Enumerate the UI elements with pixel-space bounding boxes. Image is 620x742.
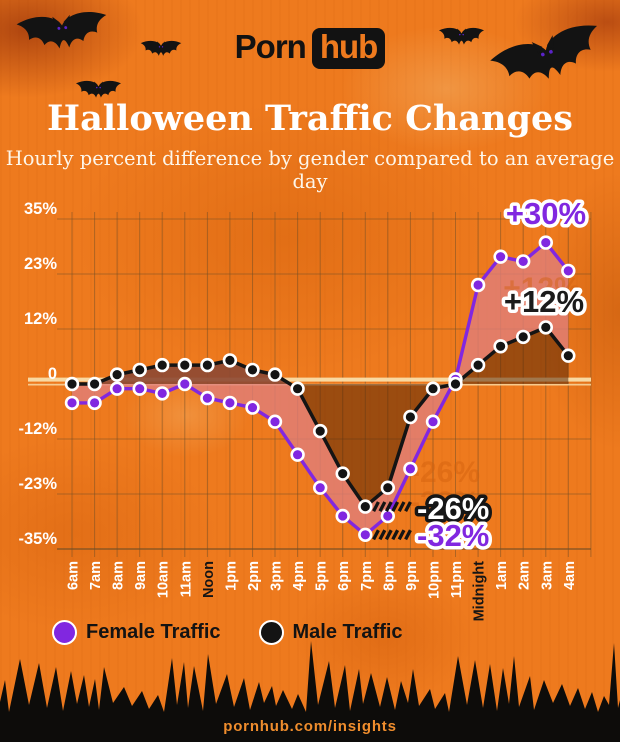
svg-text:-26%: -26% [410, 456, 480, 489]
svg-text:-35%: -35% [18, 530, 57, 548]
svg-text:11pm: 11pm [449, 561, 465, 598]
male-data-points [64, 320, 576, 514]
svg-text:4pm: 4pm [291, 561, 307, 591]
annotation-ghosts: +12% -26%-32% [410, 272, 581, 519]
svg-text:10am: 10am [156, 561, 172, 598]
legend-label-male: Male Traffic [292, 621, 403, 643]
legend-item-male: Male Traffic [258, 620, 403, 645]
svg-text:Midnight: Midnight [472, 561, 488, 622]
x-axis-labels: 6am 7am 8am 9am 10am 11am Noon 1pm 2pm 3pm 4pm 5pm 6… [66, 561, 578, 622]
svg-text:7pm: 7pm [359, 561, 375, 591]
svg-text:9pm: 9pm [404, 561, 420, 591]
svg-text:-12%: -12% [18, 420, 57, 438]
svg-text:10pm: 10pm [427, 561, 443, 599]
svg-text:1am: 1am [494, 561, 510, 590]
female-data-points [64, 235, 576, 542]
svg-text:12%: 12% [24, 310, 57, 328]
pornhub-logo: Porn hub [0, 28, 620, 69]
svg-text:-23%: -23% [18, 475, 57, 493]
svg-text:-32%: -32% [410, 486, 480, 519]
chart-legend: Female Traffic Male Traffic [52, 620, 403, 645]
footer-url: pornhub.com/insights [223, 718, 397, 735]
annotation-hatches [372, 501, 412, 541]
y-axis-labels: 35% 23% 12% 0 -12% -23% -35% [18, 200, 57, 548]
annotation-1: +12% [504, 284, 584, 319]
svg-text:Noon: Noon [201, 561, 217, 598]
svg-text:4am: 4am [562, 561, 578, 590]
svg-text:9am: 9am [133, 561, 149, 590]
svg-text:6pm: 6pm [336, 561, 352, 591]
svg-text:8am: 8am [111, 561, 127, 590]
page-title: Halloween Traffic Changes [47, 98, 573, 139]
fill-male-to-zero [72, 327, 569, 507]
svg-text:5pm: 5pm [314, 561, 330, 591]
svg-text:6am: 6am [66, 561, 82, 590]
legend-item-female: Female Traffic [52, 620, 221, 645]
logo-text-hub: hub [311, 28, 386, 69]
legend-label-female: Female Traffic [86, 621, 221, 643]
annotation-0: +30% [506, 196, 586, 231]
male-traffic-dot-icon [258, 620, 284, 645]
svg-text:3am: 3am [539, 561, 555, 590]
svg-text:2am: 2am [517, 561, 533, 590]
annotation-2: -26% [417, 491, 489, 526]
female-traffic-dot-icon [52, 620, 77, 645]
svg-text:8pm: 8pm [381, 561, 397, 591]
svg-text:35%: 35% [24, 200, 57, 218]
svg-text:7am: 7am [88, 561, 104, 590]
page-subtitle: Hourly percent difference by gender comp… [5, 147, 615, 193]
svg-text:3pm: 3pm [269, 561, 285, 591]
annotation-3: -32% [417, 518, 489, 553]
svg-text:0: 0 [48, 365, 57, 383]
svg-text:11am: 11am [178, 561, 194, 597]
svg-text:2pm: 2pm [246, 561, 262, 591]
svg-text:23%: 23% [24, 255, 57, 273]
svg-text:1pm: 1pm [223, 561, 239, 591]
logo-text-porn: Porn [234, 28, 307, 65]
